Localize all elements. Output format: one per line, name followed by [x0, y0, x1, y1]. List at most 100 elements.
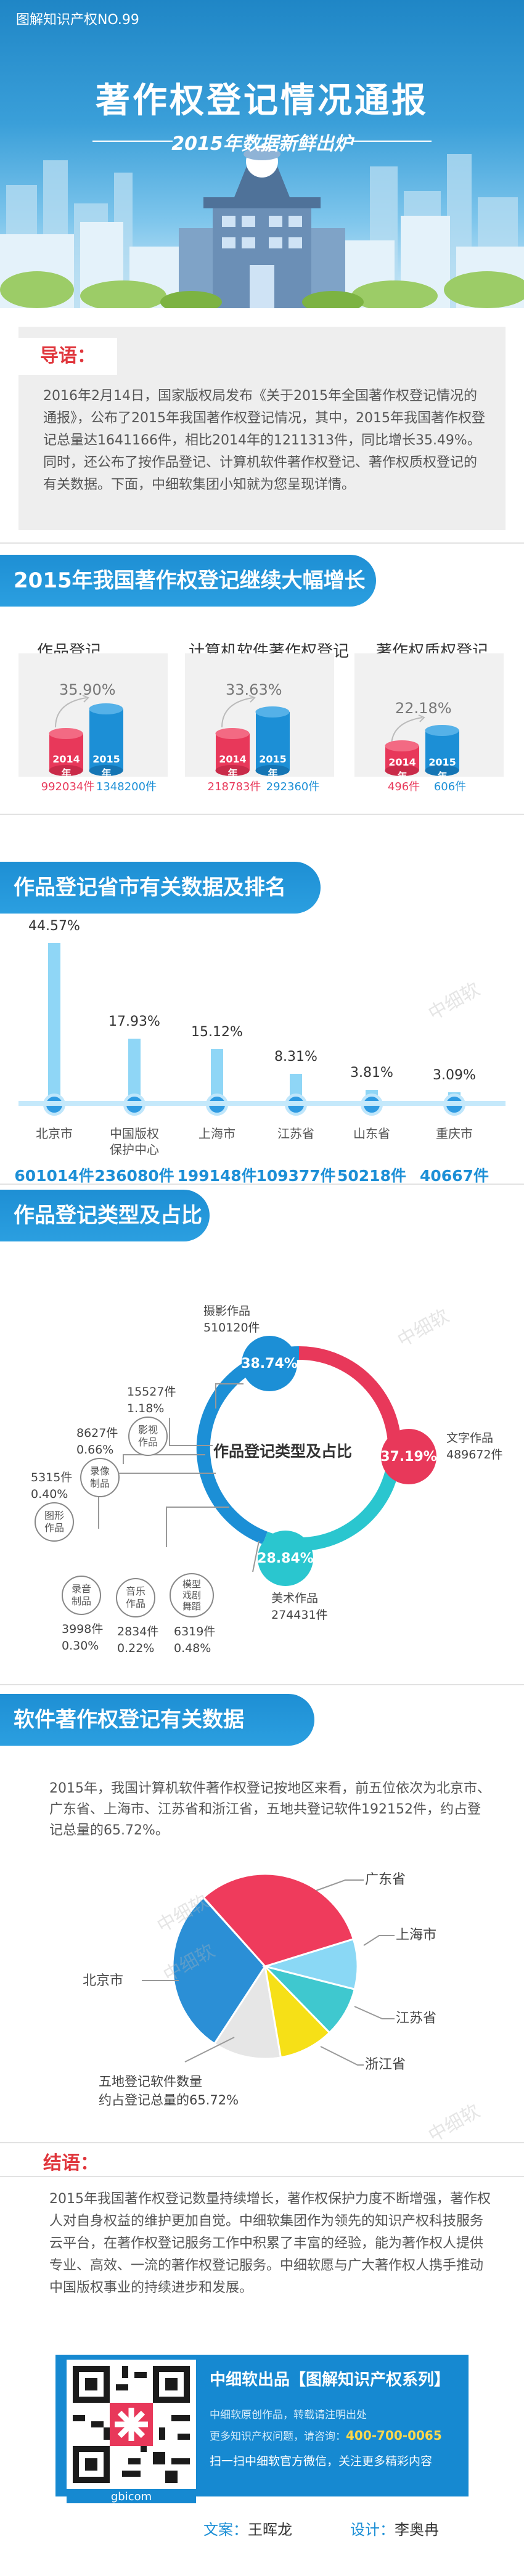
province-name: 中国版权 保护中心 — [110, 1126, 159, 1157]
credit-designer: 设计：李奥冉 — [350, 2521, 439, 2538]
card3-2014-count: 496件 — [387, 780, 420, 793]
text-label: 文字作品 489672件 — [446, 1431, 503, 1462]
province-value-label: 17.93% — [108, 1014, 160, 1030]
software-pie-chart — [142, 1873, 395, 2066]
card1-cylinders — [49, 695, 123, 776]
divider — [0, 1684, 524, 1685]
section3-heading: 作品登记类型及占比 — [0, 1190, 210, 1241]
graphic-works-stats: 5315件 0.40% — [31, 1471, 73, 1501]
art-label: 美术作品 274431件 — [271, 1592, 328, 1622]
software-text: 2015年，我国计算机软件著作权登记按地区来看，前五位依次为北京市、广东省、上海… — [49, 1781, 491, 1838]
card3-2015-count: 606件 — [433, 780, 467, 793]
photo-label: 摄影作品 510120件 — [203, 1304, 260, 1335]
hero-subtitle: 2015年数据新鲜出炉 — [171, 133, 353, 155]
card2-2014-count: 218783件 — [207, 780, 261, 793]
province-count: 601014件 — [14, 1167, 94, 1185]
card1-2014-label: 2014年 — [52, 753, 80, 779]
music-works-icon: 音乐 作品 — [116, 1578, 155, 1617]
card2-2015-count: 292360件 — [266, 780, 320, 793]
pie-label-shanghai: 上海市 — [396, 1928, 437, 1943]
card2-2014-label: 2014年 — [219, 753, 247, 779]
pie-slice-上海市 — [261, 1937, 359, 1990]
hero-banner: 图解知识产权NO.99 — [0, 0, 524, 308]
skyline-illustration — [0, 145, 524, 308]
card3-growth: 22.18% — [395, 700, 452, 717]
divider — [0, 2176, 524, 2177]
province-name: 重庆市 — [436, 1126, 473, 1141]
divider — [0, 2142, 524, 2143]
province-name: 江苏省 — [277, 1126, 314, 1141]
video-recording-stats: 8627件 0.66% — [76, 1426, 118, 1457]
province-bar — [128, 1039, 141, 1103]
province-name: 山东省 — [353, 1126, 390, 1141]
section4-heading: 软件著作权登记有关数据 — [0, 1694, 314, 1746]
pie-label-zhejiang: 浙江省 — [365, 2057, 406, 2072]
section2-heading: 作品登记省市有关数据及排名 — [0, 862, 321, 914]
province-value-label: 15.12% — [191, 1024, 243, 1040]
ring-center-label: 作品登记类型及占比 — [213, 1442, 353, 1460]
graphic-works-icon: 图形 作品 — [35, 1502, 74, 1542]
card3-cylinders — [385, 714, 459, 776]
model-drama-dance-icon: 模型 戏剧 舞蹈 — [170, 1573, 214, 1617]
music-works-stats: 2834件 0.22% — [117, 1625, 159, 1655]
footer-site: gbicom — [67, 2490, 196, 2503]
province-count: 50218件 — [337, 1167, 406, 1185]
section1-heading: 2015年我国著作权登记继续大幅增长 — [0, 555, 376, 607]
footer-line1: 中细软原创作品，转载请注明出处 — [210, 2409, 367, 2421]
card3-2015-label: 2015年 — [428, 756, 456, 782]
film-works-icon: 影视 作品 — [128, 1417, 168, 1456]
card1-2015-count: 1348200件 — [96, 780, 157, 793]
card1-2015-label: 2015年 — [92, 753, 120, 779]
qr-code-icon — [67, 2360, 196, 2489]
intro-label: 导语： — [40, 345, 96, 367]
card1-growth: 35.90% — [59, 681, 116, 698]
card3-2014-label: 2014年 — [388, 756, 416, 782]
province-value-label: 44.57% — [28, 918, 80, 934]
card2-growth: 33.63% — [226, 681, 282, 698]
province-count: 109377件 — [256, 1167, 336, 1185]
watermark: 中细软 — [425, 978, 484, 1025]
intro-tab — [18, 338, 117, 375]
footer-line2: 更多知识产权问题，请咨询：400-700-0065 — [210, 2428, 442, 2443]
audio-recording-icon: 录音 制品 — [62, 1576, 101, 1615]
photo-pct-bubble: 38.74% — [241, 1336, 298, 1391]
pie-slice-广东省 — [202, 1873, 355, 1968]
pie-label-beijing: 北京市 — [83, 1973, 124, 1989]
qr-code[interactable] — [67, 2360, 196, 2489]
province-bar — [211, 1049, 223, 1103]
pie-label-jiangsu: 江苏省 — [396, 2011, 437, 2026]
province-name: 北京市 — [36, 1126, 73, 1141]
hero-title: 著作权登记情况通报 — [96, 81, 428, 121]
audio-recording-stats: 3998件 0.30% — [62, 1622, 104, 1653]
divider — [0, 542, 524, 544]
card2-cylinders — [215, 695, 290, 776]
province-bar — [48, 943, 60, 1103]
pie-note: 五地登记软件数量 约占登记总量的65.72% — [99, 2074, 239, 2108]
pie-label-guangdong: 广东省 — [365, 1872, 406, 1887]
province-count: 236080件 — [94, 1167, 174, 1185]
pie-slice-江苏省 — [262, 1965, 356, 2034]
conclusion-label: 结语： — [43, 2153, 99, 2174]
video-recording-icon: 录像 制品 — [80, 1458, 120, 1497]
divider — [0, 1184, 524, 1185]
footer-title: 中细软出品【图解知识产权系列】 — [210, 2371, 451, 2389]
province-count: 199148件 — [177, 1167, 257, 1185]
footer-line3: 扫一扫中细软官方微信，关注更多精彩内容 — [210, 2455, 433, 2468]
credit-copywriter: 文案：王晖龙 — [203, 2521, 292, 2538]
chart-baseline — [18, 1101, 506, 1106]
footer-phone[interactable]: 400-700-0065 — [346, 2428, 442, 2443]
pie-slice-北京市 — [171, 1896, 266, 2045]
pie-slice-浙江省 — [263, 1963, 331, 2059]
card1-2014-count: 992034件 — [41, 780, 95, 793]
subtitle-rule-left — [92, 141, 173, 142]
intro-text: 2016年2月14日，国家版权局发布《关于2015年全国著作权登记情况的通报》，… — [43, 388, 485, 493]
subtitle-rule-right — [351, 141, 432, 142]
province-count: 40667件 — [420, 1167, 489, 1185]
conclusion-text: 2015年我国著作权登记数量持续增长，著作权保护力度不断增强，著作权人对自身权益… — [49, 2191, 491, 2296]
province-value-label: 8.31% — [274, 1049, 317, 1065]
text-pct-bubble: 37.19% — [380, 1429, 437, 1484]
province-value-label: 3.09% — [433, 1067, 476, 1083]
film-works-stats: 15527件 1.18% — [127, 1385, 176, 1415]
card2-2015-label: 2015年 — [259, 753, 287, 779]
